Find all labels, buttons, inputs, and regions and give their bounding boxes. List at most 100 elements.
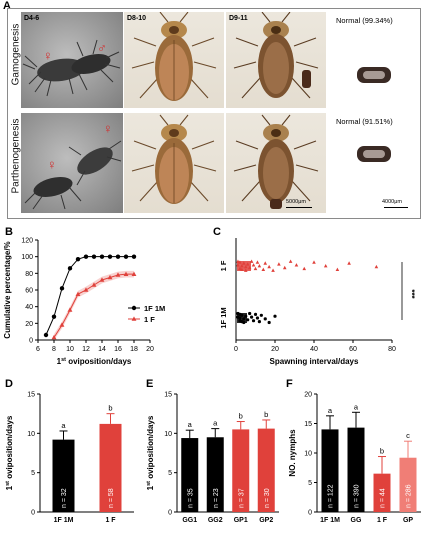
cockroach-image-3 [233,114,319,209]
chart-c-significance: *** [407,289,416,299]
chart-d-category-label: 1 F [105,517,116,524]
chart-b-legend-label: 1 F [144,315,155,324]
chart-c-point [273,314,277,318]
chart-c-point [248,311,252,316]
chart-d-y-tick-label: 0 [31,510,35,517]
chart-f-category-label: GP [403,517,413,524]
photo-ootheca-normal-2: Normal (91.51%) 4000μm [328,113,418,213]
chart-c-x-tick-label: 40 [310,346,318,353]
chart-b-error-band [54,270,134,340]
chart-c-point [259,313,263,317]
chart-d-n-label: n = 58 [108,488,115,508]
chart-b-point [99,254,105,259]
chart-e-letter: a [188,420,193,429]
chart-c-point [253,266,258,271]
chart-c-point [277,262,281,266]
chart-c-point [347,261,351,265]
chart-e-category-label: GG2 [208,517,223,524]
chart-f-bar [373,473,391,512]
chart-b-y-tick-label: 120 [21,238,33,245]
female-symbol: ♀ [43,48,53,63]
chart-c-point [323,264,328,268]
chart-f-category-label: 1 F [377,517,388,524]
scale-bar-2 [384,207,408,208]
chart-b-point [115,272,121,277]
chart-b-point [131,271,137,276]
panel-a-label: A [3,0,11,12]
chart-c-point [253,312,258,316]
chart-b-point [83,287,89,292]
chart-b-legend-label: 1F 1M [144,304,165,313]
chart-c-point [374,264,379,269]
chart-e-n-label: n = 35 [187,488,194,508]
col-label-d9-11: D9-11 [229,15,248,22]
chart-d-y-tick-label: 5 [31,470,35,477]
chart-b-x-tick-label: 8 [52,346,56,353]
chart-d-letter: a [61,421,66,430]
chart-d-y-label: 1st oviposition/days [5,415,14,490]
chart-b-point [67,266,73,271]
chart-d-bar [99,423,122,512]
chart-c-point [288,259,293,263]
photo-gamogenesis-d8-10: D8-10 [124,12,224,108]
mating-pair-image [22,39,121,97]
chart-c-point [294,263,299,267]
scale-bar-1 [286,207,312,208]
chart-f-y-label: NO. nymphs [288,429,297,477]
chart-b-point [123,254,129,259]
row-label-gamogenesis: Gamogenesis [10,23,22,86]
chart-b-point [59,286,65,291]
chart-b-point [75,291,81,296]
chart-b-x-tick-label: 14 [98,346,106,353]
chart-f-n-label: n = 286 [406,484,413,508]
photo-gamogenesis-mating: D4-6 ♀ ♂ [21,12,123,108]
chart-b-x-tick-label: 18 [130,346,138,353]
chart-d-letter: b [108,404,112,413]
chart-e-category-label: GP1 [234,517,248,524]
chart-d-y-tick-label: 10 [27,431,35,438]
chart-f-nymphs: 0 5 10 15 20 NO. nymphs a n = 122 1F 1M a n = 390 G… [288,392,421,524]
chart-b-x-tick-label: 16 [114,346,122,353]
chart-f-bar [399,457,417,512]
chart-c-point [282,265,287,270]
chart-b-y-tick-label: 0 [29,338,33,345]
chart-e-oviposition-groups: 0 5 10 15 1st oviposition/days a n = 35 GG1 a n =… [146,392,279,524]
chart-b-point [115,254,121,259]
chart-e-n-label: n = 37 [238,488,245,508]
normal-rate-gamogenesis: Normal (99.34%) [336,16,393,25]
chart-e-n-label: n = 23 [213,488,220,508]
row-label-parthenogenesis: Parthenogenesis [10,118,22,194]
chart-b-x-tick-label: 6 [36,346,40,353]
chart-c-dense-core [237,261,251,271]
chart-c-point [255,260,260,264]
cockroach-with-ootheca-image [233,12,319,99]
chart-f-bar [321,429,339,512]
chart-c-point [271,268,275,272]
chart-e-letter: a [213,419,218,428]
chart-c-point [261,267,266,271]
chart-b-point [83,254,89,259]
chart-d-category-label: 1F 1M [54,517,74,524]
chart-b-point [67,307,73,312]
chart-c-point [251,263,256,267]
chart-b-y-tick-label: 100 [21,254,33,261]
chart-b-y-tick-label: 20 [25,321,33,328]
chart-e-bar [232,429,250,512]
chart-b-point [51,334,57,340]
female-symbol-2: ♀ [103,121,113,136]
panel-c-label: C [213,226,221,238]
male-symbol: ♂ [97,40,107,55]
chart-c-spawning-interval: 0 20 40 60 80 Spawning interval/days 1 F 1F 1M *… [219,238,416,366]
panel-e-label: E [146,378,154,390]
chart-b-cumulative: 0 20 40 60 80 100 120 6 8 10 12 14 16 18 20 Cumulative … [3,238,165,367]
chart-c-point [302,266,307,271]
chart-c-dense-core [237,313,247,323]
chart-c-point [267,320,271,325]
chart-b-y-label: Cumulative percentage/% [3,241,12,338]
chart-e-bar [181,438,199,512]
photo-parthenogenesis-pair: ♀ ♀ [21,113,123,213]
chart-c-x-label: Spawning interval/days [270,357,359,366]
chart-f-letter: c [406,431,410,440]
chart-e-category-label: GP2 [259,517,273,524]
chart-f-letter: a [328,406,333,415]
